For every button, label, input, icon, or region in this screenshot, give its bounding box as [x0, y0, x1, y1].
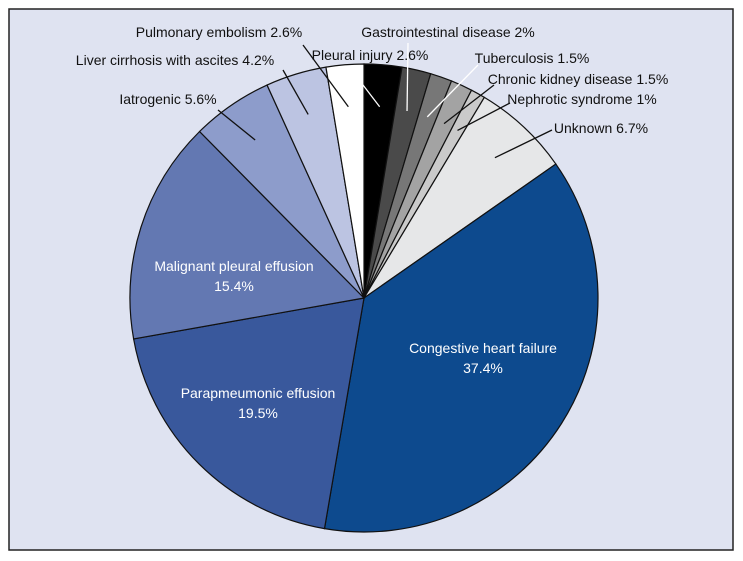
- leader-iatrogenic: [217, 109, 256, 141]
- value-label-malignant-pleural-effusion: 15.4%: [214, 278, 254, 294]
- leader-lines: [217, 42, 553, 159]
- label-tuberculosis: Tuberculosis 1.5%: [475, 50, 590, 66]
- label-parapmeumonic-effusion: Parapmeumonic effusion: [181, 385, 336, 401]
- label-gastrointestinal-disease: Gastrointestinal disease 2%: [361, 24, 535, 40]
- label-nephrotic-syndrome: Nephrotic syndrome 1%: [507, 91, 656, 107]
- leader-unknown: [494, 129, 553, 159]
- leader-tuberculosis: [426, 64, 479, 118]
- label-malignant-pleural-effusion: Malignant pleural effusion: [154, 258, 313, 274]
- leader-pulmonary-embolism: [302, 44, 349, 108]
- value-label-congestive-heart-failure: 37.4%: [463, 360, 503, 376]
- label-iatrogenic: Iatrogenic 5.6%: [119, 91, 216, 107]
- slice-labels: Pleural injury 2.6% Gastrointestinal dise…: [76, 24, 668, 421]
- slice-malignant-pleural-effusion: [129, 130, 366, 340]
- label-chronic-kidney-disease: Chronic kidney disease 1.5%: [488, 71, 669, 87]
- leader-gastrointestinal-disease: [406, 42, 409, 112]
- leader-liver-cirrhosis-with-ascites: [282, 69, 309, 115]
- label-unknown: Unknown 6.7%: [554, 120, 648, 136]
- label-congestive-heart-failure: Congestive heart failure: [409, 340, 557, 356]
- label-pleural-injury: Pleural injury 2.6%: [312, 47, 429, 63]
- leader-nephrotic-syndrome: [457, 102, 511, 132]
- label-liver-cirrhosis-with-ascites: Liver cirrhosis with ascites 4.2%: [76, 52, 274, 68]
- pie-slices: [129, 63, 599, 533]
- label-pulmonary-embolism: Pulmonary embolism 2.6%: [136, 24, 303, 40]
- slice-congestive-heart-failure: [323, 163, 599, 533]
- value-label-parapmeumonic-effusion: 19.5%: [238, 405, 278, 421]
- slice-pulmonary-embolism: [325, 63, 365, 299]
- leader-pleural-injury: [349, 67, 381, 108]
- leader-chronic-kidney-disease: [443, 84, 495, 125]
- slice-parapmeumonic-effusion: [132, 297, 365, 530]
